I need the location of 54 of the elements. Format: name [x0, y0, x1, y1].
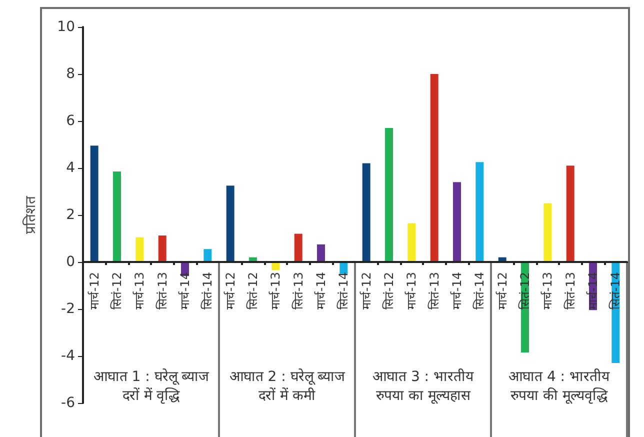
y-tick-label: -2 [61, 301, 75, 317]
y-tick-label: 10 [57, 19, 75, 35]
x-tick-label: मार्च-12 [495, 272, 510, 310]
x-tick-label: मार्च-14 [450, 272, 464, 310]
annotation: आघात 4 : भारतीय रुपया की मूल्यवृद्धि [508, 368, 611, 406]
bar [113, 172, 121, 262]
bar [90, 146, 98, 262]
bar [226, 186, 234, 262]
x-tick-label: सितं-12 [246, 272, 260, 310]
y-tick-label: 6 [66, 113, 76, 129]
x-tick-label: सितं-14 [472, 272, 487, 310]
bar [158, 235, 166, 262]
y-tick-label: 8 [66, 66, 75, 82]
bar [385, 128, 393, 262]
bar [430, 74, 438, 262]
x-tick-label: मार्च-13 [404, 272, 419, 310]
y-tick-label: -6 [61, 395, 76, 411]
y-tick-label: 0 [66, 254, 75, 270]
bar [566, 166, 574, 262]
bar [476, 162, 484, 262]
bar [136, 237, 144, 262]
annotation: आघात 2 : घरेलू ब्याज दरों में कमी [228, 368, 346, 406]
x-tick-label: सितं-14 [608, 272, 623, 310]
annotation: आघात 1 : घरेलू ब्याज दरों में वृद्धि [92, 368, 210, 406]
x-tick-label: सितं-14 [200, 272, 215, 310]
y-axis-title: प्रतिशत [22, 195, 39, 234]
x-tick-label: मार्च-12 [359, 272, 374, 310]
x-tick-label: सितं-13 [427, 272, 442, 310]
x-tick-label: मार्च-12 [87, 272, 102, 310]
x-tick-label: मार्च-12 [223, 272, 238, 310]
bar [408, 223, 416, 262]
x-tick-label: सितं-13 [155, 272, 170, 310]
x-tick-label: मार्च-14 [586, 272, 600, 310]
y-tick-label: -4 [61, 348, 76, 364]
bar [362, 163, 370, 262]
x-tick-label: सितं-12 [382, 272, 396, 310]
x-tick-label: मार्च-13 [540, 272, 555, 310]
x-tick-label: मार्च-13 [268, 272, 283, 310]
x-tick-label: सितं-13 [563, 272, 578, 310]
y-tick-label: 4 [66, 160, 76, 176]
bar [453, 182, 461, 262]
x-tick-label: सितं-13 [291, 272, 306, 310]
x-tick-label: सितं-12 [110, 272, 124, 310]
bar [204, 249, 212, 262]
x-tick-label: सितं-12 [518, 272, 532, 310]
bar [544, 203, 552, 262]
x-tick-label: मार्च-13 [132, 272, 147, 310]
bar [294, 234, 302, 262]
x-tick-label: मार्च-14 [178, 272, 192, 310]
annotation: आघात 3 : भारतीय रुपया का मूल्यहास [372, 368, 475, 406]
y-tick-label: 2 [66, 207, 75, 223]
x-tick-label: मार्च-14 [314, 272, 328, 310]
x-tick-label: सितं-14 [336, 272, 351, 310]
bar [317, 244, 325, 262]
